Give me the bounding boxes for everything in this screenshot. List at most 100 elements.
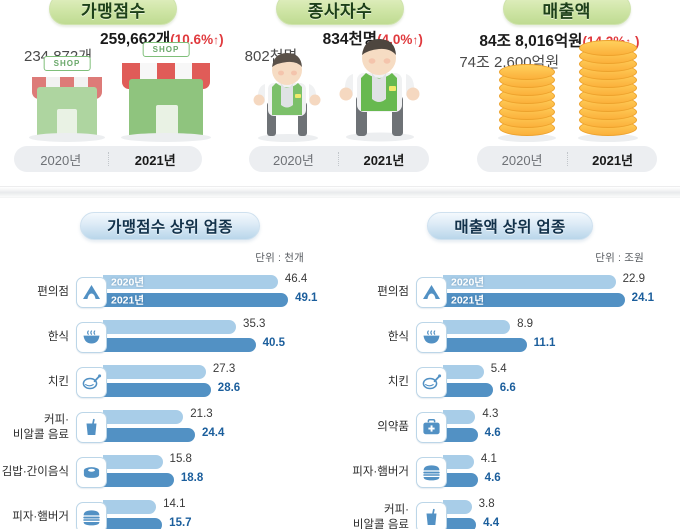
bar-2020	[443, 319, 511, 334]
korean-food-bowl-icon	[76, 322, 107, 353]
chart-title: 가맹점수 상위 업종	[107, 219, 233, 236]
year-curr: 2021년	[134, 152, 176, 168]
bar-group: 15.8 18.8	[103, 453, 340, 493]
bar-group: 21.3 24.4	[103, 408, 340, 448]
bar-2020	[443, 409, 476, 424]
bar-row: 커피· 비알콜 음료 3.8 4.4	[340, 495, 680, 529]
bar-row-label: 치킨	[387, 376, 409, 389]
bar-value-2021: 40.5	[262, 336, 286, 349]
bar-2020	[103, 454, 163, 469]
bar-group: 8.9 11.1	[443, 318, 680, 358]
gimbap-icon	[76, 457, 107, 488]
medicine-bag-icon	[416, 412, 447, 443]
bar-row: 의약품 4.3 4.6	[340, 405, 680, 450]
burger-icon-svg	[423, 465, 440, 481]
year-divider	[338, 152, 340, 166]
chicken-icon-svg	[82, 374, 102, 390]
bar-row-label: 의약품	[377, 421, 409, 434]
bar-value-2021: 4.6	[484, 426, 501, 439]
year-strip: 2020년 2021년	[14, 146, 202, 172]
bar-value-2020: 35.3	[243, 317, 266, 330]
bar-row: 김밥·간이음식 15.8 18.8	[0, 450, 340, 495]
bar-value-2021: 24.4	[201, 426, 225, 439]
drink-cup-icon-svg	[86, 418, 97, 435]
pill-cap	[169, 0, 186, 24]
panel-title: 종사자수	[307, 1, 373, 21]
panel-title-pill: 매출액	[502, 0, 639, 25]
bar-2021	[103, 517, 163, 529]
bar-row-label: 편의점	[37, 286, 69, 299]
bar-row: 치킨 27.3 28.6	[0, 360, 340, 405]
bar-2021	[103, 472, 174, 487]
bar-2021	[103, 382, 211, 397]
chicken-icon-svg	[422, 374, 442, 390]
chart-unit-label: 단위 : 천개	[255, 252, 304, 264]
chart-panel-sales: 매출액 상위 업종 단위 : 조원 편의점 2020년 2021년 22.9 24.1 한…	[340, 198, 680, 529]
burger-icon-svg	[83, 510, 100, 526]
bar-value-2021: 15.7	[169, 516, 192, 529]
bar-group: 2020년 2021년 46.4 49.1	[103, 273, 340, 313]
legend-label-2021: 2021년	[111, 294, 145, 306]
bar-value-2021: 28.6	[217, 381, 241, 394]
bar-row-label: 커피· 비알콜 음료	[352, 504, 409, 529]
bar-group: 5.4 6.6	[443, 363, 680, 403]
shop-door-2021	[156, 105, 178, 135]
person-icon-2021	[337, 36, 423, 142]
korean-food-bowl-icon-svg	[423, 330, 440, 344]
pct-close: )	[219, 32, 224, 47]
bar-value-2021: 49.1	[295, 291, 318, 304]
bar-row: 편의점 2020년 2021년 22.9 24.1	[340, 270, 680, 315]
year-strip: 2020년 2021년	[477, 146, 658, 172]
store-icon-2020: SHOP	[26, 56, 108, 142]
bar-value-2020: 15.8	[169, 452, 192, 465]
pill-tail	[582, 213, 603, 241]
bar-2021	[443, 337, 527, 352]
bar-value-2020: 21.3	[190, 407, 213, 420]
bar-2020: 2020년	[103, 274, 278, 289]
bar-group: 27.3 28.6	[103, 363, 340, 403]
bar-value-2020: 5.4	[490, 362, 507, 375]
bar-2021	[443, 517, 477, 529]
coin-illustrations	[453, 30, 680, 142]
shop-shadow-2021	[121, 133, 211, 142]
curr-value: 84조 8,016억원	[479, 33, 583, 50]
coin-stack-2021	[578, 34, 639, 142]
bar-row-label: 피자·햄버거	[12, 511, 69, 524]
bar-2020	[103, 364, 206, 379]
bar-value-2020: 22.9	[622, 272, 646, 285]
chicken-icon	[76, 367, 107, 398]
bar-2020	[103, 409, 184, 424]
person-illustrations	[227, 30, 454, 142]
bar-group: 35.3 40.5	[103, 318, 340, 358]
year-prev: 2020년	[501, 152, 543, 168]
bar-2020	[103, 499, 157, 514]
year-curr: 2021년	[592, 152, 634, 168]
bar-value-2020: 3.8	[478, 497, 495, 510]
bar-group: 4.1 4.6	[443, 453, 680, 493]
burger-icon	[416, 457, 447, 488]
summary-panel-franchise-count: 가맹점수 234,872개 259,662개(10.6%↑) SHOP	[0, 0, 227, 186]
charts-section: 가맹점수 상위 업종 단위 : 천개 편의점 2020년 2021년 46.4 49.1…	[0, 198, 680, 529]
legend-label-2020: 2020년	[451, 276, 485, 288]
up-arrow-icon: ↑	[213, 33, 220, 47]
section-divider	[0, 186, 680, 198]
bar-value-2021: 24.1	[631, 291, 655, 304]
pill-cap	[622, 0, 639, 24]
bar-2020	[443, 499, 472, 514]
bar-2021: 2021년	[103, 292, 289, 307]
bar-row: 피자·햄버거 4.1 4.6	[340, 450, 680, 495]
bar-2020: 2020년	[443, 274, 616, 289]
chart-title: 매출액 상위 업종	[454, 219, 566, 236]
chicken-icon	[416, 367, 447, 398]
coin-stack-2020	[498, 60, 557, 142]
panel-title: 가맹점수	[81, 1, 146, 21]
drink-cup-icon	[76, 412, 107, 443]
person-svg-2020	[253, 53, 321, 142]
bar-row: 편의점 2020년 2021년 46.4 49.1	[0, 270, 340, 315]
bar-rows: 편의점 2020년 2021년 46.4 49.1 한식 35.3 40.5 치킨 27.3 2…	[0, 270, 340, 529]
bar-2021	[443, 382, 493, 397]
bar-row: 한식 35.3 40.5	[0, 315, 340, 360]
chart-title-pill: 가맹점수 상위 업종	[80, 212, 270, 241]
gimbap-icon-svg	[83, 467, 100, 478]
shop-door-2020	[57, 109, 77, 135]
